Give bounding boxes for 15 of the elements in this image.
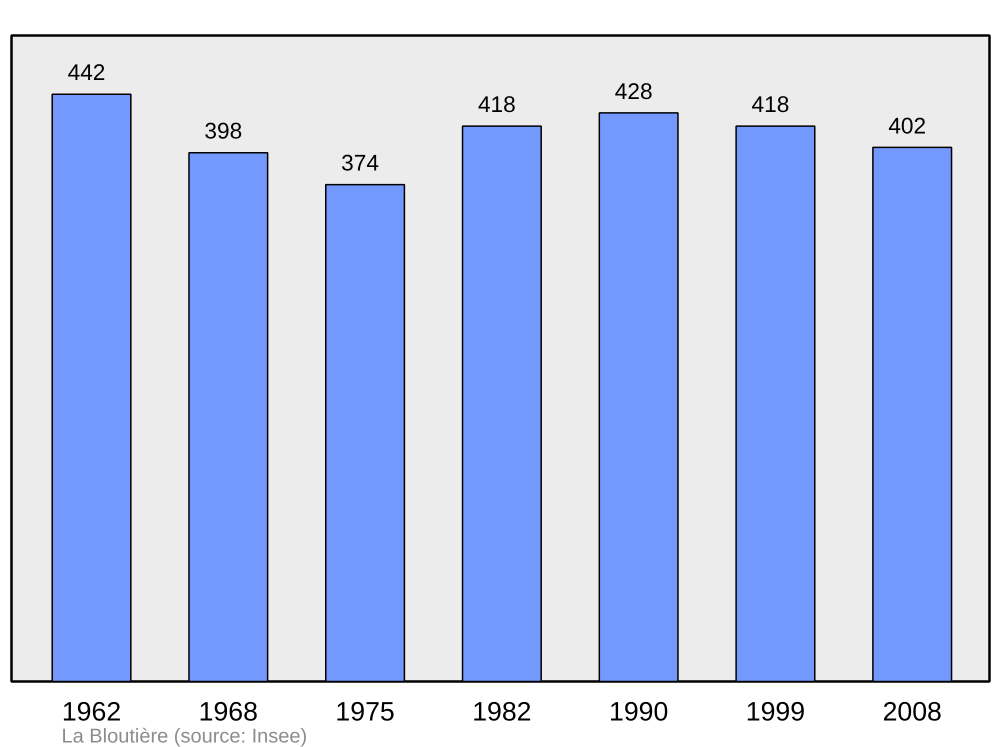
text: La Bloutière (source: Insee) [62, 726, 308, 747]
x-tick-label: 1990 [609, 696, 668, 726]
data-label: 418 [752, 91, 790, 118]
x-tick-label: 2008 [882, 696, 942, 726]
data-label: 442 [68, 59, 106, 86]
x-tick-label: 1999 [746, 696, 806, 726]
x-tick-label: 1968 [198, 696, 258, 726]
data-label: 374 [341, 150, 379, 176]
x-tick-label: 1982 [472, 696, 532, 726]
x-tick-label: 1975 [335, 696, 395, 726]
data-label: 402 [888, 112, 926, 138]
data-label: 398 [204, 118, 242, 144]
data-label: 428 [614, 78, 653, 104]
x-tick-label: 1962 [62, 696, 122, 726]
data-label: 418 [478, 91, 516, 118]
